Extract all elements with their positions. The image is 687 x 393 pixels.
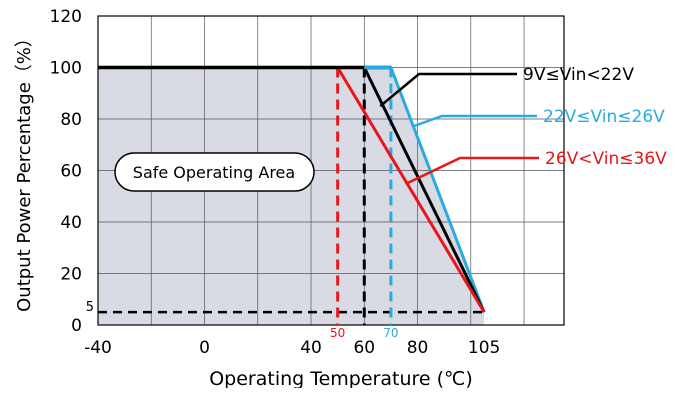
legend-entry: 26V<Vin≤36V [545,149,667,169]
series-callout-line [406,156,539,185]
y-tick-label: 80 [60,110,82,130]
series-callout-line [379,72,517,108]
knee-marker-label: 50 [330,326,345,340]
x-axis-label: Operating Temperature (℃) [209,368,473,388]
plot-frame [97,15,565,326]
y-axis-label: Output Power Percentage（%） [14,29,35,312]
x-tick-label: 0 [199,338,210,358]
safe-area-fill [98,67,485,325]
legend-entry: 22V≤Vin≤26V [543,107,665,127]
y-tick-label: 60 [60,162,82,182]
knee-marker-label: 70 [383,326,398,340]
y-tick-label: 20 [60,265,82,285]
safe-area-label: Safe Operating Area [133,163,295,182]
x-tick-label: 60 [353,338,375,358]
safe-area-label-box [114,152,315,192]
y-tick-label: 40 [60,213,82,233]
floor-level-label: 5 [86,300,94,315]
y-tick-label: 120 [50,7,82,27]
x-tick-label: 105 [468,338,500,358]
x-tick-label: -40 [84,338,112,358]
x-tick-label: 80 [407,338,429,358]
y-tick-label: 0 [71,316,82,336]
safe-area-label-group: Safe Operating Area [114,152,315,192]
x-tick-label: 40 [300,338,322,358]
legend-entry: 9V≤Vin<22V [523,65,634,85]
series-callout-line [411,114,537,128]
y-tick-label: 100 [50,59,82,79]
